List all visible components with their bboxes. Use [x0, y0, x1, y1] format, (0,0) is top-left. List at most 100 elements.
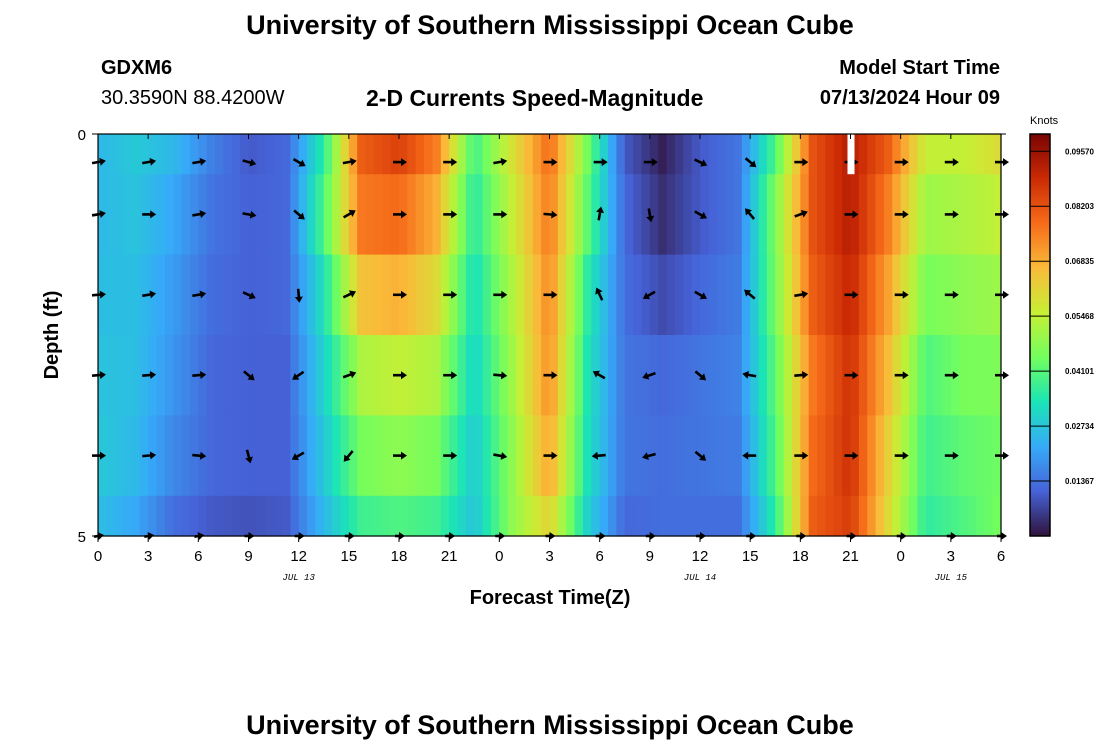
- heatmap-cell: [507, 254, 517, 336]
- heatmap-cell: [173, 174, 183, 256]
- heatmap-cell: [173, 254, 183, 336]
- heatmap-cell: [608, 495, 617, 537]
- heatmap-cell: [432, 254, 442, 336]
- heatmap-cell: [98, 134, 107, 175]
- heatmap-cell: [474, 134, 484, 175]
- heatmap-cell: [215, 254, 225, 336]
- heatmap-cell: [240, 134, 250, 175]
- heatmap-cell: [507, 174, 517, 256]
- heatmap-cell: [457, 134, 467, 175]
- heatmap-cell: [323, 495, 333, 537]
- current-arrow: [91, 157, 106, 166]
- heatmap-cell: [582, 254, 592, 336]
- heatmap-cell: [198, 495, 208, 537]
- heatmap-cell: [900, 134, 910, 175]
- heatmap-cell: [382, 174, 392, 256]
- heatmap-cell: [474, 495, 484, 537]
- heatmap-cell: [114, 134, 124, 175]
- heatmap-cell: [206, 134, 216, 175]
- current-arrow: [192, 371, 207, 380]
- heatmap-cell: [616, 495, 626, 537]
- heatmap-cell: [934, 415, 944, 497]
- heatmap-cell: [281, 254, 291, 336]
- current-arrow: [192, 451, 207, 460]
- heatmap-cell: [750, 134, 760, 175]
- current-arrow: [794, 371, 809, 380]
- heatmap-cell: [399, 495, 408, 537]
- heatmap-cell: [365, 495, 375, 537]
- heatmap-cell: [566, 415, 576, 497]
- heatmap-cell: [499, 495, 509, 537]
- heatmap-cell: [825, 415, 835, 497]
- heatmap-cell: [215, 134, 225, 175]
- heatmap-cell: [666, 134, 676, 175]
- heatmap-cell: [98, 495, 107, 537]
- heatmap-cell: [106, 134, 116, 175]
- heatmap-cell: [700, 134, 709, 175]
- model-start-label: Model Start Time: [839, 57, 1000, 79]
- heatmap-cell: [733, 495, 743, 537]
- colorbar-ramp: [1029, 133, 1051, 537]
- heatmap-cell: [858, 335, 868, 416]
- heatmap-cell: [633, 174, 643, 256]
- heatmap-cell: [206, 335, 216, 416]
- y-axis-label: Depth (ft): [41, 291, 63, 380]
- heatmap-cell: [148, 495, 158, 537]
- heatmap-cell: [666, 495, 676, 537]
- heatmap-cell: [240, 335, 250, 416]
- heatmap-cell: [290, 495, 300, 537]
- current-arrow: [694, 450, 707, 461]
- heatmap-cell: [574, 174, 584, 256]
- heatmap-cell: [557, 254, 567, 336]
- current-arrow: [944, 158, 959, 167]
- x-tick-label: 21: [842, 548, 859, 565]
- heatmap-cell: [557, 415, 567, 497]
- heatmap-cell: [215, 174, 225, 256]
- heatmap-cell: [173, 335, 183, 416]
- heatmap-cell: [415, 174, 425, 256]
- heatmap-cell: [357, 254, 367, 336]
- heatmap-cell: [850, 134, 860, 175]
- heatmap-cell: [758, 495, 768, 537]
- heatmap-cell: [281, 174, 291, 256]
- heatmap-cell: [733, 174, 743, 256]
- heatmap-cell: [465, 335, 475, 416]
- heatmap-cell: [817, 495, 827, 537]
- heatmap-cell: [524, 415, 534, 497]
- heatmap-cell: [950, 134, 960, 175]
- heatmap-cell: [164, 415, 174, 497]
- heatmap-cell: [298, 134, 308, 175]
- current-arrow: [894, 290, 909, 299]
- heatmap-cell: [683, 254, 693, 336]
- heatmap-cell: [708, 415, 718, 497]
- model-start-time: 07/13/2024 Hour 09: [819, 87, 1000, 109]
- heatmap-cell: [658, 174, 668, 256]
- heatmap-cell: [674, 335, 684, 416]
- heatmap-cell: [658, 254, 668, 336]
- heatmap-cell: [858, 134, 868, 175]
- heatmap-cell: [482, 134, 492, 175]
- heatmap-cell: [123, 174, 133, 256]
- heatmap-cell: [758, 415, 768, 497]
- heatmap-cell: [298, 415, 308, 497]
- heatmap-cell: [307, 335, 316, 416]
- current-arrow: [694, 370, 707, 381]
- heatmap-cell: [633, 415, 643, 497]
- heatmap-cell: [281, 495, 291, 537]
- heatmap-cell: [307, 415, 316, 497]
- heatmap-cell: [265, 415, 275, 497]
- heatmap-cell: [315, 335, 325, 416]
- heatmap-cell: [975, 495, 985, 537]
- heatmap-cell: [181, 335, 191, 416]
- heatmap-cell: [608, 134, 617, 175]
- heatmap-cell: [114, 415, 124, 497]
- heatmap-cell: [984, 335, 994, 416]
- heatmap-cell: [516, 174, 526, 256]
- heatmap-cell: [399, 134, 408, 175]
- heatmap-cell: [365, 134, 375, 175]
- heatmap-cell: [808, 335, 818, 416]
- heatmap-cell: [574, 335, 584, 416]
- heatmap-cell: [231, 335, 241, 416]
- heatmap-cell: [733, 254, 743, 336]
- heatmap-cell: [524, 134, 534, 175]
